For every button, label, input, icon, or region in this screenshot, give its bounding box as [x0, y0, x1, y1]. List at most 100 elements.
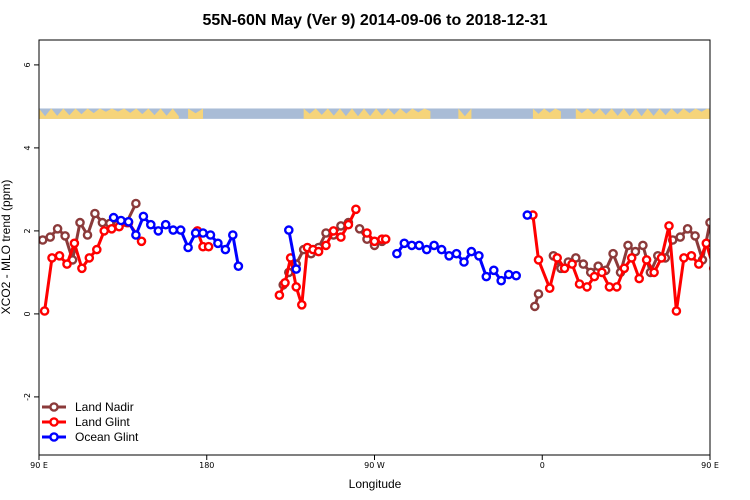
data-point	[567, 259, 577, 269]
data-point	[474, 250, 484, 261]
data-point	[369, 236, 380, 247]
data-point	[108, 212, 119, 223]
data-point	[227, 230, 238, 240]
legend-marker	[49, 432, 59, 442]
data-point	[744, 221, 750, 228]
series-line	[287, 229, 298, 270]
data-point	[343, 219, 354, 230]
x-tick-label: 180	[199, 461, 214, 470]
data-point	[740, 214, 747, 221]
data-point	[291, 264, 302, 274]
data-point	[90, 208, 100, 219]
data-point	[62, 259, 72, 269]
data-point	[145, 219, 156, 230]
x-axis: 90 E 180 90 W 0 90 E	[30, 455, 719, 470]
data-point	[82, 230, 93, 240]
data-point	[671, 306, 682, 316]
data-point	[736, 220, 743, 227]
data-point	[638, 240, 648, 251]
data-point	[106, 223, 117, 234]
data-point	[39, 306, 50, 316]
data-point	[488, 265, 499, 276]
series-line	[744, 216, 750, 235]
data-point	[740, 225, 747, 232]
data-point	[604, 282, 615, 292]
data-point	[321, 228, 331, 238]
data-point	[718, 254, 725, 261]
data-point	[131, 198, 141, 209]
y-axis-label: XCO2 - MLO trend (ppm)	[0, 180, 13, 315]
data-point	[354, 223, 365, 234]
data-point	[160, 219, 171, 230]
map-band-land	[458, 108, 472, 119]
map-band	[39, 108, 710, 119]
legend-marker	[49, 402, 59, 412]
data-point	[75, 217, 85, 228]
x-axis-label: Longitude	[349, 477, 402, 491]
data-point	[679, 253, 689, 263]
data-point	[274, 290, 285, 301]
data-point	[54, 250, 65, 261]
data-point	[649, 267, 659, 278]
data-point	[60, 231, 70, 241]
data-point	[675, 232, 686, 242]
data-point	[664, 221, 674, 231]
data-point	[612, 282, 622, 292]
data-point	[52, 223, 63, 234]
y-tick-label: 4	[23, 145, 32, 150]
y-tick-label: 6	[23, 62, 32, 67]
data-point	[656, 253, 667, 263]
data-point	[233, 261, 244, 272]
data-point	[733, 227, 740, 234]
plot-area	[39, 198, 750, 316]
data-point	[406, 240, 417, 251]
data-point	[336, 221, 346, 231]
data-point	[626, 253, 637, 263]
data-point	[116, 215, 126, 226]
data-point	[559, 263, 570, 274]
data-point	[641, 255, 652, 265]
data-point	[138, 211, 149, 222]
data-point	[721, 210, 728, 217]
data-point	[336, 232, 346, 242]
data-point	[131, 230, 141, 240]
y-axis: -2 0 2 4 6	[23, 62, 39, 401]
chart-title: 55N-60N May (Ver 9) 2014-09-06 to 2018-1…	[202, 12, 547, 29]
data-point	[429, 240, 439, 251]
legend-marker	[49, 417, 59, 427]
data-point	[123, 216, 134, 227]
data-point	[608, 248, 618, 259]
map-band-land	[575, 108, 710, 119]
data-point	[39, 235, 48, 245]
data-point	[459, 257, 469, 267]
data-point	[213, 238, 223, 249]
data-point	[725, 246, 732, 253]
data-point	[280, 277, 290, 288]
data-point	[451, 248, 462, 259]
data-point	[321, 240, 331, 251]
data-point	[220, 244, 231, 255]
data-point	[552, 253, 563, 263]
data-point	[296, 299, 307, 310]
legend-item: Land Nadir	[42, 400, 134, 414]
data-point	[392, 248, 402, 259]
data-point	[168, 225, 178, 235]
data-point	[619, 263, 630, 274]
data-point	[84, 253, 95, 263]
data-point	[466, 246, 477, 257]
data-point	[522, 210, 533, 220]
x-tick-label: 90 E	[701, 461, 719, 470]
data-point	[714, 231, 721, 238]
data-point	[582, 282, 592, 292]
data-point	[496, 275, 507, 286]
series-line	[43, 221, 143, 312]
series-ocean-glint	[108, 210, 750, 286]
data-point	[634, 273, 645, 284]
data-point	[578, 259, 589, 269]
data-point	[47, 253, 57, 263]
data-point	[589, 271, 600, 282]
map-band-land	[303, 108, 431, 119]
legend-label: Ocean Glint	[75, 430, 139, 444]
data-point	[198, 228, 208, 238]
